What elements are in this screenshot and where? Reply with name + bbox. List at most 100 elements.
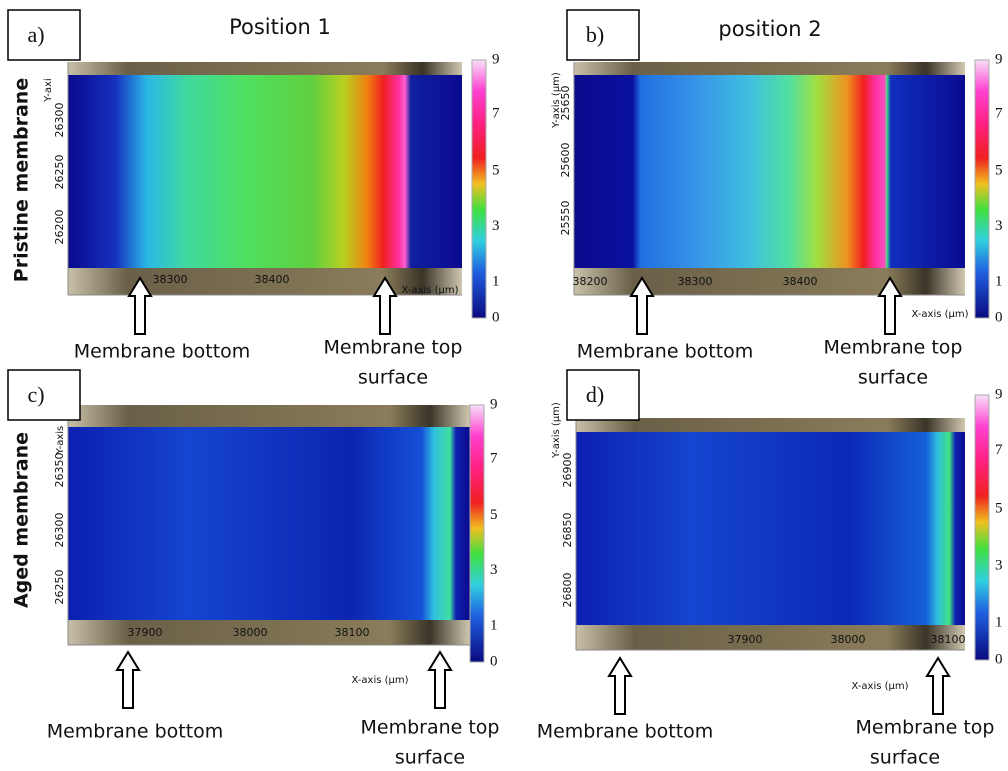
- colorbar-tick-label: 9: [492, 51, 500, 67]
- colorbar-tick-label: 5: [995, 162, 1003, 178]
- annotation: surface: [870, 747, 940, 769]
- arrow: [427, 650, 453, 709]
- y-axis-label: Y-axis (µm): [551, 402, 562, 459]
- heatmap: [574, 75, 965, 268]
- y-tick-label: 26200: [53, 210, 66, 245]
- colorbar: [974, 394, 990, 661]
- arrow: [877, 276, 903, 335]
- annotation: Membrane bottom: [74, 341, 251, 363]
- colorbar-tick-label: 9: [490, 396, 498, 412]
- panel: d) Y-axis (µm)26900 26850 26800 37900 38000 38…: [537, 369, 1003, 769]
- y-tick-label: 26900: [561, 453, 574, 488]
- panel-label: a): [27, 22, 44, 47]
- x-axis-label: X-axis (µm): [911, 309, 968, 320]
- annotation: Membrane bottom: [537, 721, 714, 743]
- panel-title: position 2: [718, 17, 821, 41]
- colorbar-tick-label: 3: [492, 218, 500, 234]
- y-tick-label: 26800: [561, 573, 574, 608]
- y-axis-label: Y-axi: [43, 78, 54, 102]
- colorbar-tick-label: 1: [492, 273, 500, 289]
- x-tick-label: 38300: [153, 273, 188, 286]
- panel-label: c): [27, 382, 44, 407]
- y-tick-label: 25600: [559, 143, 572, 178]
- colorbar-tick-label: 3: [995, 557, 1003, 573]
- colorbar-tick-label: 3: [995, 218, 1003, 234]
- y-tick-label: 26250: [53, 570, 66, 605]
- annotation: surface: [395, 747, 465, 769]
- colorbar: [469, 404, 485, 663]
- panel-label-box: [7, 369, 81, 421]
- y-tick-label: 25550: [559, 201, 572, 236]
- annotation: Membrane bottom: [577, 341, 754, 363]
- colorbar-tick-label: 0: [492, 309, 500, 325]
- row-label: Aged membrane: [11, 432, 33, 608]
- colorbar-tick-label: 0: [995, 651, 1003, 667]
- y-tick-label: 26850: [561, 513, 574, 548]
- heatmap: [576, 432, 965, 625]
- image-strip: [574, 62, 965, 75]
- panel-title: Position 1: [229, 15, 331, 39]
- x-tick-label: 37900: [728, 633, 763, 646]
- colorbar-tick-label: 7: [995, 106, 1003, 122]
- colorbar-tick-label: 9: [995, 386, 1003, 402]
- image-strip: [68, 405, 470, 427]
- colorbar-tick-label: 1: [490, 617, 498, 633]
- colorbar: [471, 59, 487, 319]
- annotation: Membrane top: [323, 337, 462, 359]
- arrow: [607, 656, 633, 715]
- row-label: Pristine membrane: [11, 78, 33, 282]
- panel-label: b): [586, 22, 604, 47]
- annotation: Membrane top: [823, 337, 962, 359]
- colorbar-tick-label: 3: [490, 562, 498, 578]
- x-tick-label: 38000: [233, 626, 268, 639]
- image-strip: [574, 268, 965, 295]
- x-tick-label: 38000: [831, 633, 866, 646]
- colorbar-tick-label: 9: [995, 51, 1003, 67]
- arrow: [372, 276, 398, 335]
- x-tick-label: 38100: [335, 626, 370, 639]
- panel-label-box: [566, 369, 640, 421]
- panel-label: d): [586, 382, 604, 407]
- annotation: Membrane bottom: [47, 721, 224, 743]
- y-tick-label: 26300: [53, 103, 66, 138]
- panel-label-box: [566, 9, 640, 61]
- annotation: Membrane top: [855, 717, 994, 739]
- annotation: Membrane top: [360, 717, 499, 739]
- colorbar-tick-label: 1: [995, 614, 1003, 630]
- colorbar-tick-label: 7: [995, 442, 1003, 458]
- x-tick-label: 38200: [573, 275, 608, 288]
- arrow: [115, 650, 141, 709]
- x-tick-label: 38300: [678, 275, 713, 288]
- panel-label-box: [7, 9, 81, 61]
- x-axis-label: X-axis (µm): [851, 681, 908, 692]
- colorbar-tick-label: 0: [490, 653, 498, 669]
- colorbar-tick-label: 0: [995, 309, 1003, 325]
- colorbar-tick-label: 7: [492, 106, 500, 122]
- x-tick-label: 38400: [255, 273, 290, 286]
- x-tick-label: 37900: [128, 626, 163, 639]
- x-axis-label: X-axis (µm): [401, 285, 458, 296]
- colorbar-tick-label: 7: [490, 450, 498, 466]
- y-tick-label: 25650: [559, 86, 572, 121]
- panel: b) position 2 Y-axis (µm)25650 25600 25550 38…: [551, 9, 1003, 389]
- annotation: surface: [858, 367, 928, 389]
- x-axis-label: X-axis (µm): [351, 675, 408, 686]
- colorbar-tick-label: 5: [995, 500, 1003, 516]
- y-tick-label: 26250: [53, 155, 66, 190]
- image-strip: [576, 418, 965, 432]
- y-axis-label: Y-axis (µm): [551, 72, 562, 129]
- annotation: surface: [358, 367, 428, 389]
- y-tick-label: 26300: [53, 513, 66, 548]
- colorbar-tick-label: 5: [490, 507, 498, 523]
- arrow: [629, 276, 655, 335]
- x-tick-label: 38400: [783, 275, 818, 288]
- image-strip: [68, 62, 462, 75]
- y-axis-label: Y-axis: [55, 426, 66, 456]
- x-tick-label: 38100: [931, 633, 966, 646]
- heatmap: [68, 75, 462, 268]
- heatmap: [68, 427, 470, 620]
- image-strip: [576, 625, 965, 650]
